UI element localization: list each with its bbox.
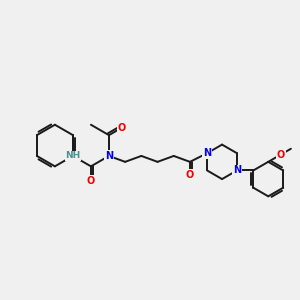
Text: O: O: [277, 150, 285, 160]
Text: N: N: [203, 148, 211, 158]
Text: O: O: [87, 176, 95, 186]
Text: O: O: [186, 170, 194, 180]
Text: N: N: [105, 151, 113, 161]
Text: NH: NH: [65, 152, 80, 160]
Text: O: O: [118, 123, 126, 133]
Text: N: N: [233, 166, 241, 176]
